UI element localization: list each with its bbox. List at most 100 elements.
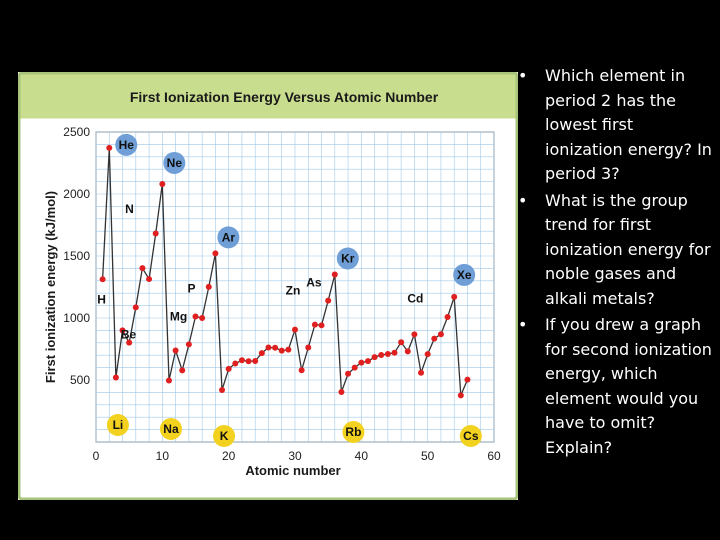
data-point <box>272 344 279 351</box>
x-tick-label: 0 <box>93 449 100 463</box>
data-point <box>219 387 226 394</box>
bullet-icon: • <box>518 315 528 334</box>
element-label: Mg <box>170 309 187 323</box>
data-point <box>265 344 272 351</box>
element-label: Ne <box>167 156 183 170</box>
data-point <box>391 349 398 356</box>
data-point <box>351 364 358 371</box>
element-bubble <box>115 133 138 156</box>
element-bubble <box>217 226 240 249</box>
element-label: K <box>220 429 229 443</box>
element-label: Rb <box>345 425 361 439</box>
data-point <box>384 350 391 357</box>
data-point <box>126 339 133 346</box>
data-point <box>437 331 444 338</box>
data-point <box>464 376 471 383</box>
data-point <box>192 313 199 320</box>
x-tick-label: 40 <box>355 449 369 463</box>
element-bubble <box>163 151 186 174</box>
data-point <box>338 389 345 396</box>
data-point <box>112 374 119 381</box>
data-point <box>404 348 411 355</box>
element-bubble <box>336 247 359 270</box>
question-text: If you drew a graph for second ionizatio… <box>545 315 712 457</box>
data-point <box>358 359 365 366</box>
question-text: Which element in period 2 has the lowest… <box>545 66 712 183</box>
data-point <box>278 347 285 354</box>
element-label: Be <box>121 327 137 341</box>
x-tick-label: 20 <box>222 449 236 463</box>
data-point <box>345 370 352 377</box>
data-point <box>165 377 172 384</box>
data-point <box>205 283 212 290</box>
y-tick-label: 500 <box>70 373 90 387</box>
element-label: Ar <box>222 230 236 244</box>
data-point <box>457 392 464 399</box>
data-point <box>185 341 192 348</box>
data-point <box>444 314 451 321</box>
title-band <box>20 74 516 119</box>
data-point <box>305 344 312 351</box>
element-bubble <box>106 414 129 436</box>
data-point <box>364 358 371 365</box>
data-point <box>431 335 438 342</box>
data-point <box>318 322 325 329</box>
data-point <box>199 315 206 321</box>
data-point <box>285 346 292 353</box>
chart-figure: First Ionization Energy Versus Atomic Nu… <box>18 72 518 500</box>
element-bubble <box>213 425 236 447</box>
data-point <box>451 293 458 300</box>
ionization-chart: First Ionization Energy Versus Atomic Nu… <box>18 72 518 500</box>
data-point <box>99 276 106 283</box>
y-axis-label: First ionization energy (kJ/mol) <box>43 191 58 383</box>
data-point <box>132 304 139 311</box>
bullet-icon: • <box>518 190 528 210</box>
element-bubble <box>459 425 482 447</box>
data-point <box>225 365 232 372</box>
element-label: Na <box>163 422 179 436</box>
x-tick-label: 60 <box>487 449 501 463</box>
data-point <box>245 358 252 365</box>
data-point <box>159 180 166 187</box>
x-tick-label: 50 <box>421 449 435 463</box>
data-point <box>212 250 219 257</box>
chart-title: First Ionization Energy Versus Atomic Nu… <box>130 89 439 105</box>
data-point <box>152 230 159 237</box>
data-point <box>325 297 332 304</box>
element-label: Xe <box>457 268 472 282</box>
question-item: • What is the group trend for first ioni… <box>514 189 714 312</box>
element-label: Cs <box>463 429 479 443</box>
data-point <box>418 369 425 376</box>
data-point <box>146 276 153 283</box>
data-point <box>172 347 179 354</box>
data-point <box>298 367 305 374</box>
x-tick-label: 30 <box>288 449 302 463</box>
data-point <box>139 265 146 272</box>
data-point <box>179 367 186 374</box>
question-item: • If you drew a graph for second ionizat… <box>514 313 714 460</box>
data-point <box>232 360 239 367</box>
data-point <box>378 351 385 358</box>
y-tick-label: 1000 <box>63 311 90 325</box>
element-label: Kr <box>341 251 355 265</box>
x-tick-label: 10 <box>156 449 170 463</box>
data-point <box>106 144 113 151</box>
element-label: N <box>125 202 134 216</box>
element-label: Zn <box>286 284 301 298</box>
y-tick-label: 1500 <box>63 249 90 263</box>
question-list: • Which element in period 2 has the lowe… <box>514 64 714 462</box>
data-point <box>311 321 318 328</box>
element-label: P <box>187 282 195 296</box>
element-label: As <box>306 276 322 290</box>
data-point <box>411 331 418 338</box>
element-label: Li <box>113 418 124 432</box>
data-point <box>331 271 338 278</box>
element-label: H <box>97 292 106 306</box>
question-item: • Which element in period 2 has the lowe… <box>514 64 714 187</box>
data-point <box>424 351 431 358</box>
axes: 0 10 20 30 40 50 60 500 1000 1500 2000 2500 <box>63 125 501 463</box>
x-axis-label: Atomic number <box>245 463 340 478</box>
bullet-icon: • <box>518 66 528 85</box>
element-label: He <box>119 138 135 152</box>
element-label: Cd <box>407 291 423 305</box>
